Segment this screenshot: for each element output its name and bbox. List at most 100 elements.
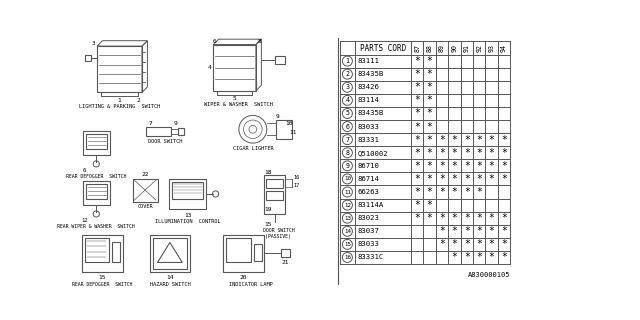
- Text: *: *: [414, 187, 420, 197]
- Text: 83331C: 83331C: [358, 254, 384, 260]
- Text: *: *: [451, 135, 457, 145]
- Text: *: *: [476, 174, 482, 184]
- Text: 2: 2: [136, 98, 140, 102]
- Text: *: *: [451, 252, 457, 262]
- Text: *: *: [488, 148, 495, 158]
- Text: *: *: [488, 213, 495, 223]
- Text: 4: 4: [346, 97, 349, 103]
- Text: ILLUMINATION  CONTROL: ILLUMINATION CONTROL: [155, 219, 221, 224]
- Text: 18: 18: [264, 170, 271, 175]
- Text: *: *: [488, 161, 495, 171]
- Text: 22: 22: [141, 172, 149, 177]
- Text: 83111: 83111: [358, 58, 380, 64]
- Text: *: *: [414, 56, 420, 66]
- Bar: [281, 249, 290, 257]
- Text: *: *: [464, 252, 470, 262]
- Text: *: *: [501, 252, 507, 262]
- Text: *: *: [488, 174, 495, 184]
- Text: 4: 4: [207, 65, 211, 70]
- Bar: [83, 131, 110, 156]
- Text: 9: 9: [173, 121, 177, 126]
- Bar: [172, 182, 204, 198]
- Text: *: *: [476, 161, 482, 171]
- Text: 14: 14: [166, 276, 173, 280]
- Bar: [266, 191, 283, 200]
- Text: COVER: COVER: [138, 204, 153, 209]
- Text: 10: 10: [344, 176, 351, 181]
- Text: 9: 9: [276, 115, 280, 119]
- Text: 1: 1: [118, 98, 122, 102]
- Bar: [254, 244, 262, 261]
- Text: REAR WIPER & WASHER  SWITCH: REAR WIPER & WASHER SWITCH: [58, 224, 135, 229]
- Text: *: *: [501, 226, 507, 236]
- Text: *: *: [414, 200, 420, 210]
- Text: *: *: [488, 135, 495, 145]
- Text: 94: 94: [501, 44, 507, 52]
- Text: *: *: [427, 213, 433, 223]
- Text: DOOR SWITCH: DOOR SWITCH: [148, 139, 182, 144]
- Text: *: *: [501, 239, 507, 249]
- Text: 10: 10: [285, 121, 293, 125]
- Text: 3: 3: [92, 41, 96, 45]
- Text: 83426: 83426: [358, 84, 380, 90]
- Text: 11: 11: [344, 189, 351, 195]
- Text: *: *: [414, 122, 420, 132]
- Text: *: *: [414, 161, 420, 171]
- Text: 16: 16: [293, 175, 300, 180]
- Text: *: *: [476, 187, 482, 197]
- Text: REAR DEFOGGER  SWITCH: REAR DEFOGGER SWITCH: [72, 282, 132, 287]
- Text: *: *: [427, 122, 433, 132]
- Text: 11: 11: [289, 130, 297, 135]
- Text: *: *: [439, 148, 445, 158]
- Text: 12: 12: [344, 203, 351, 208]
- Text: *: *: [464, 226, 470, 236]
- Text: *: *: [439, 161, 445, 171]
- Text: *: *: [427, 161, 433, 171]
- Text: 9: 9: [346, 163, 349, 169]
- Text: *: *: [476, 226, 482, 236]
- Bar: [83, 235, 123, 272]
- Text: 17: 17: [293, 183, 300, 188]
- Text: 83037: 83037: [358, 228, 380, 234]
- Text: *: *: [439, 239, 445, 249]
- Text: *: *: [414, 95, 420, 105]
- Text: 86714: 86714: [358, 176, 380, 182]
- Text: *: *: [464, 187, 470, 197]
- Text: *: *: [488, 226, 495, 236]
- Bar: [84, 55, 91, 61]
- Text: 7: 7: [148, 121, 152, 126]
- Text: Q510002: Q510002: [358, 150, 388, 156]
- Bar: [226, 238, 250, 262]
- Text: *: *: [427, 82, 433, 92]
- Text: *: *: [451, 161, 457, 171]
- Text: REAR DEFOGGER  SWITCH: REAR DEFOGGER SWITCH: [66, 174, 127, 179]
- Text: 15: 15: [99, 276, 106, 280]
- Text: *: *: [501, 213, 507, 223]
- Text: *: *: [427, 135, 433, 145]
- Text: *: *: [414, 213, 420, 223]
- Text: 16: 16: [344, 255, 351, 260]
- Text: *: *: [414, 148, 420, 158]
- Text: *: *: [427, 187, 433, 197]
- Bar: [85, 238, 109, 262]
- Text: 21: 21: [282, 260, 289, 265]
- Text: 5: 5: [232, 96, 236, 101]
- Text: 83033: 83033: [358, 241, 380, 247]
- Text: 2: 2: [346, 71, 349, 77]
- Text: WIPER & WASHER  SWITCH: WIPER & WASHER SWITCH: [204, 102, 273, 107]
- Text: 83114: 83114: [358, 97, 380, 103]
- Text: *: *: [451, 226, 457, 236]
- Text: *: *: [464, 239, 470, 249]
- Text: 93: 93: [488, 44, 495, 52]
- Text: 13: 13: [184, 213, 191, 218]
- Bar: [112, 243, 120, 262]
- Text: 13: 13: [344, 216, 351, 221]
- Text: *: *: [476, 135, 482, 145]
- Text: 6: 6: [213, 39, 217, 44]
- Text: *: *: [414, 135, 420, 145]
- Text: *: *: [414, 174, 420, 184]
- Text: *: *: [464, 135, 470, 145]
- Text: *: *: [451, 213, 457, 223]
- Bar: [83, 181, 110, 205]
- Text: 83435B: 83435B: [358, 71, 384, 77]
